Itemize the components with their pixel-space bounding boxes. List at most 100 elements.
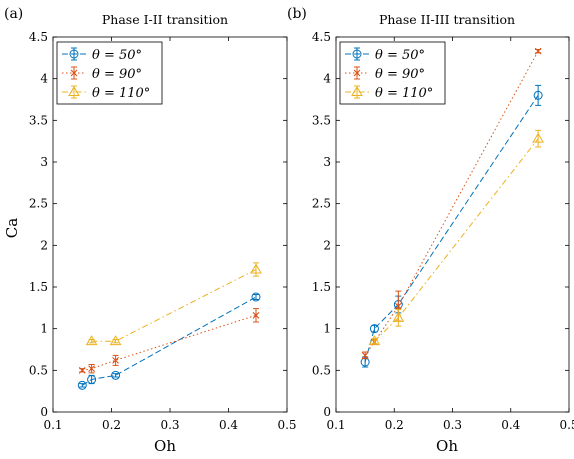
panel-b-legend-swatch-marker (351, 86, 363, 96)
panel-a-series (77, 262, 262, 390)
panel-b-series-1-point (394, 302, 402, 310)
panel-a-ticks: 0.1 0.2 0.3 0.4 0.5 0 0.5 1 1.5 2 2.5 3 3.5 4 4.5 (29, 30, 297, 432)
panel-a-legend-item-0: θ = 50° (62, 47, 142, 63)
panel-b-series (360, 47, 545, 368)
panel-b-ytick-label: 3.5 (312, 113, 331, 127)
panel-a-series-0-errorbar (252, 294, 259, 300)
panel-b-ticks: 0.1 0.2 0.3 0.4 0.5 0 0.5 1 1.5 2 2.5 3 3.5 4 4.5 (312, 30, 574, 432)
panel-a-series-0-point (251, 292, 261, 302)
panel-b-legend-items: θ = 50° θ = 90° θ = 110° (345, 47, 433, 101)
panel-a-series-1-line (82, 314, 257, 371)
panel-b-ytick-label: 2 (323, 238, 331, 252)
panel-a-xtick-label: 0.2 (102, 418, 121, 432)
panel-a-ytick-label: 2.5 (29, 197, 48, 211)
panel-a-series-1-point (78, 366, 86, 374)
panel-b-series-2 (368, 129, 545, 346)
panel-b-ytick-label: 2.5 (312, 197, 331, 211)
panel-a-series-2-point (109, 335, 122, 346)
panel-a-series-1-point (88, 365, 95, 373)
panel-a-series-0-errorbar (79, 383, 86, 388)
panel-a-ytick-label: 1.5 (29, 280, 48, 294)
panel-a-series-0 (77, 292, 261, 390)
panel-a-series-1-point (112, 356, 119, 364)
panel-b-ytick-label: 1.5 (312, 280, 331, 294)
panel-b-ytick-label: 4 (323, 72, 331, 86)
panel-a-legend-swatch-marker (68, 86, 80, 96)
panel-a-series-0-line (82, 296, 257, 386)
panel-a-ytick-label: 4 (40, 72, 48, 86)
panel-b-xtick-label: 0.4 (501, 418, 520, 432)
panel-b-xtick-label: 0.5 (559, 418, 574, 432)
panel-b-xlabel: Oh (436, 437, 458, 455)
panel-a-legend-swatch-marker (70, 69, 78, 77)
panel-a-legend-label: θ = 110° (92, 86, 150, 101)
panel-a-legend-label: θ = 90° (92, 67, 142, 82)
panel-a-ytick-label: 0 (40, 405, 48, 419)
panel-b-series-0-errorbar (535, 84, 542, 106)
panel-a-ytick-label: 3.5 (29, 113, 48, 127)
panel-a-legend-item-2: θ = 110° (62, 85, 150, 101)
panel-b-series-1-line (364, 50, 539, 356)
panel-a-ylabel: Ca (3, 218, 21, 238)
panel-a-series-0-errorbar (112, 373, 119, 378)
panel-b-legend-label: θ = 110° (375, 86, 433, 101)
panel-a-series-0-point (87, 375, 97, 384)
panel-a-title: Phase I-II transition (102, 12, 228, 27)
panel-b-ytick-label: 1 (323, 322, 331, 336)
panel-b-series-1-point (534, 47, 542, 55)
panel-a-legend-item-1: θ = 90° (62, 66, 142, 82)
panel-a-series-2 (85, 262, 262, 346)
panel-b-xtick-label: 0.2 (385, 418, 404, 432)
panel-a-xtick-label: 0.1 (43, 418, 62, 432)
panel-b-tag: (b) (287, 6, 307, 22)
panel-b-series-0-point (369, 324, 379, 334)
panel-a-series-1 (78, 308, 260, 374)
panel-a-xlabel: Oh (154, 437, 176, 455)
panel-b-ytick-label: 0 (323, 405, 331, 419)
panel-b-legend-swatch-marker (352, 49, 362, 59)
panel-b-series-0-line (364, 95, 539, 363)
panel-b-legend-label: θ = 50° (375, 48, 425, 63)
panel-a-series-2-point (250, 263, 262, 274)
panel-b: (b) Phase II-III transition 0.1 0.2 0.3 0.4… (287, 6, 574, 455)
panel-b-legend-swatch-marker (353, 69, 361, 77)
panel-a-ytick-label: 4.5 (29, 30, 48, 44)
panel-a-series-2-point (85, 335, 98, 346)
panel-b-ytick-label: 0.5 (312, 363, 331, 377)
panel-a-legend-items: θ = 50° θ = 90° θ = 110° (62, 47, 150, 101)
panel-b-title: Phase II-III transition (379, 12, 515, 27)
panel-a-ytick-label: 2 (40, 238, 48, 252)
panel-b-legend-item-1: θ = 90° (345, 66, 425, 82)
panel-a-legend-label: θ = 50° (92, 48, 142, 63)
panel-b-series-0-point (533, 90, 543, 100)
panel-a-ytick-label: 0.5 (29, 363, 48, 377)
panel-a-xtick-label: 0.5 (277, 418, 296, 432)
panel-a-series-2-line (91, 269, 257, 342)
panel-b-ytick-label: 3 (323, 155, 331, 169)
panel-b-series-2-point (532, 132, 545, 143)
panel-b-series-2-line (374, 138, 539, 342)
panel-b-legend-label: θ = 90° (375, 67, 425, 82)
panel-a: (a) Phase I-II transition 0.1 0.2 0.3 0.4 0.… (3, 6, 297, 455)
panel-b-ytick-label: 4.5 (312, 30, 331, 44)
panel-a-series-0-point (77, 380, 87, 390)
panel-b-series-1-point (361, 351, 369, 359)
panel-b-series-2-point (368, 335, 381, 346)
panel-a-ytick-label: 1 (40, 322, 48, 336)
panel-b-xtick-label: 0.1 (326, 418, 345, 432)
panel-a-xtick-label: 0.4 (219, 418, 238, 432)
panel-b-legend-item-0: θ = 50° (345, 47, 425, 63)
panel-a-legend: θ = 50° θ = 90° θ = 110° (56, 41, 163, 105)
panel-a-series-1-point (252, 311, 260, 319)
panel-b-xtick-label: 0.3 (443, 418, 462, 432)
panel-b-series-2-point (392, 311, 405, 322)
panel-b-series-0 (360, 84, 543, 368)
panel-a-tag: (a) (4, 6, 23, 22)
panel-b-legend: θ = 50° θ = 90° θ = 110° (339, 41, 446, 105)
panel-a-ytick-label: 3 (40, 155, 48, 169)
panel-a-legend-swatch-marker (69, 49, 79, 59)
panel-b-legend-item-2: θ = 110° (345, 85, 433, 101)
panel-a-series-0-point (111, 370, 121, 380)
panel-a-xtick-label: 0.3 (160, 418, 179, 432)
